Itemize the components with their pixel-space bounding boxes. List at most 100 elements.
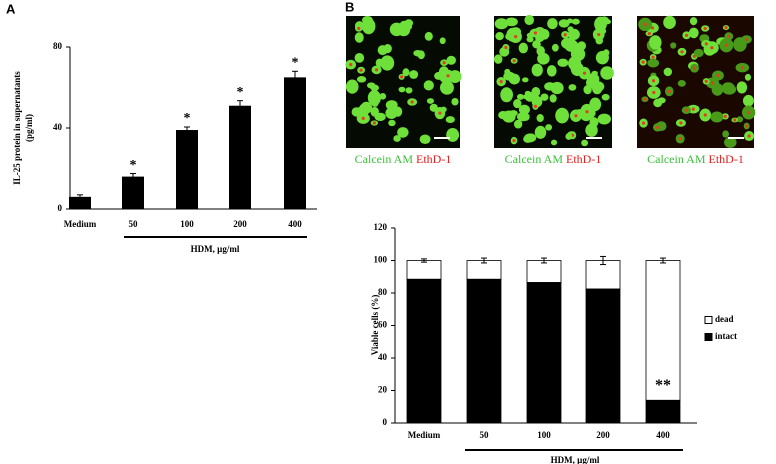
y-tick-label: 0 xyxy=(58,203,63,213)
nucleus xyxy=(438,111,442,115)
bar-segment xyxy=(526,282,562,424)
nucleus xyxy=(650,26,655,30)
y-tick-label: 60 xyxy=(378,320,388,330)
cell xyxy=(568,56,582,71)
error-bar xyxy=(600,255,606,266)
nucleus xyxy=(716,73,720,78)
cell xyxy=(575,109,584,116)
error-bar xyxy=(130,173,136,181)
nucleus xyxy=(643,97,647,101)
nucleus xyxy=(724,43,728,47)
x-tick-label: 100 xyxy=(537,430,551,440)
cell xyxy=(377,45,388,56)
cell xyxy=(393,135,401,142)
cell xyxy=(522,77,529,83)
bar-segment xyxy=(585,260,621,290)
nucleus xyxy=(692,66,697,70)
nucleus xyxy=(703,113,707,117)
cell xyxy=(536,114,544,123)
cell xyxy=(397,127,409,138)
significance: * xyxy=(292,56,299,71)
cell xyxy=(571,18,580,25)
cell xyxy=(370,106,379,117)
significance: * xyxy=(130,158,137,173)
cell xyxy=(546,65,557,77)
nucleus xyxy=(691,107,695,111)
nucleus xyxy=(563,33,567,37)
cell xyxy=(508,73,520,85)
cell xyxy=(688,27,699,39)
nucleus xyxy=(656,125,660,129)
cell xyxy=(536,46,545,56)
cell xyxy=(389,22,404,37)
nucleus xyxy=(684,108,688,112)
cell xyxy=(597,113,611,125)
bar-segment xyxy=(466,278,502,424)
y-tick-label: 120 xyxy=(374,222,388,232)
cell xyxy=(522,94,530,100)
cell xyxy=(647,58,660,68)
cell xyxy=(602,49,610,57)
legend-swatch xyxy=(704,333,713,341)
nucleus xyxy=(574,114,578,118)
cell xyxy=(693,48,704,58)
nucleus xyxy=(410,100,414,104)
cell xyxy=(532,40,541,49)
nucleus xyxy=(710,81,715,85)
cell xyxy=(531,63,543,77)
cell xyxy=(558,19,570,28)
cell xyxy=(653,98,663,108)
cell xyxy=(508,110,518,117)
cell xyxy=(557,58,569,67)
nucleus xyxy=(582,71,587,75)
nucleus xyxy=(514,34,518,39)
nucleus xyxy=(357,26,361,31)
cell xyxy=(744,73,752,81)
cell xyxy=(354,32,364,43)
cell xyxy=(402,68,410,77)
error-bar xyxy=(541,257,547,264)
cell xyxy=(504,68,511,75)
cell xyxy=(555,107,569,124)
legend-label: intact xyxy=(715,331,737,341)
nucleus xyxy=(349,63,353,67)
bar xyxy=(284,77,306,209)
caption-green: Calcein AM xyxy=(647,152,706,166)
nucleus xyxy=(374,68,379,72)
nucleus xyxy=(597,32,601,37)
panel-label: A xyxy=(6,1,16,16)
cell xyxy=(736,81,748,94)
nucleus xyxy=(361,116,365,120)
nucleus xyxy=(651,79,656,83)
cell xyxy=(677,79,686,87)
cell xyxy=(547,18,558,30)
cell xyxy=(345,79,359,94)
nucleus xyxy=(747,110,751,115)
nucleus xyxy=(747,134,751,138)
cell xyxy=(545,124,553,131)
cell xyxy=(385,100,398,111)
significance: * xyxy=(184,111,191,126)
nucleus xyxy=(740,66,744,70)
nucleus xyxy=(499,80,503,84)
image-caption: Calcein AM EthD-1 xyxy=(355,152,452,166)
nucleus xyxy=(703,26,707,31)
cell xyxy=(567,26,574,33)
cell xyxy=(538,28,550,40)
bar-segment xyxy=(406,260,442,280)
cell xyxy=(385,107,398,119)
cell xyxy=(550,139,558,146)
x-tick-label: Medium xyxy=(64,219,97,229)
y-tick-label: 100 xyxy=(374,255,388,265)
cell xyxy=(601,93,610,101)
cell xyxy=(565,133,573,140)
nucleus xyxy=(533,31,537,35)
error-bar xyxy=(184,126,190,134)
cell xyxy=(446,55,457,65)
cell xyxy=(568,84,577,91)
y-axis-label: Viable cells (%) xyxy=(370,295,380,356)
cell xyxy=(356,75,367,83)
cell xyxy=(736,116,744,123)
x-axis-label: HDM, µg/ml xyxy=(191,244,240,254)
cell xyxy=(523,135,533,143)
